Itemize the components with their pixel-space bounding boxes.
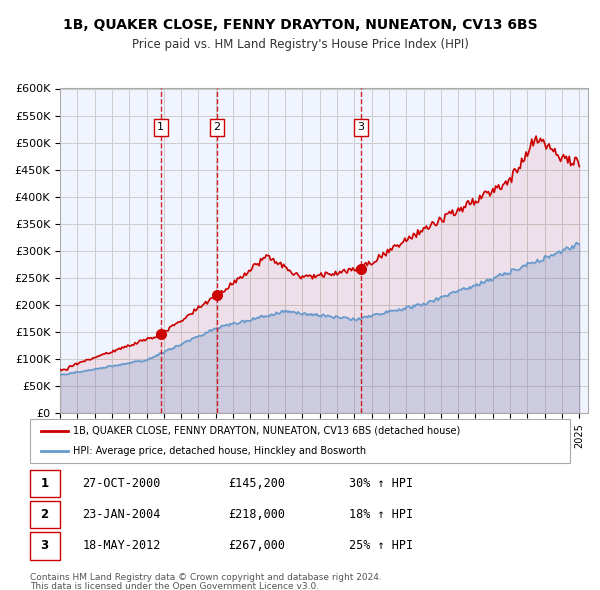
Text: 3: 3: [41, 539, 49, 552]
Text: 1: 1: [41, 477, 49, 490]
Text: 30% ↑ HPI: 30% ↑ HPI: [349, 477, 413, 490]
Text: 18% ↑ HPI: 18% ↑ HPI: [349, 508, 413, 522]
Text: Price paid vs. HM Land Registry's House Price Index (HPI): Price paid vs. HM Land Registry's House …: [131, 38, 469, 51]
Text: 1B, QUAKER CLOSE, FENNY DRAYTON, NUNEATON, CV13 6BS (detached house): 1B, QUAKER CLOSE, FENNY DRAYTON, NUNEATO…: [73, 426, 460, 436]
Text: 2: 2: [214, 123, 221, 132]
Text: HPI: Average price, detached house, Hinckley and Bosworth: HPI: Average price, detached house, Hinc…: [73, 446, 367, 456]
FancyBboxPatch shape: [30, 501, 60, 529]
Text: £145,200: £145,200: [228, 477, 286, 490]
Text: 1B, QUAKER CLOSE, FENNY DRAYTON, NUNEATON, CV13 6BS: 1B, QUAKER CLOSE, FENNY DRAYTON, NUNEATO…: [62, 18, 538, 32]
Text: 18-MAY-2012: 18-MAY-2012: [83, 539, 161, 552]
Text: 23-JAN-2004: 23-JAN-2004: [83, 508, 161, 522]
Text: £267,000: £267,000: [228, 539, 286, 552]
Text: 25% ↑ HPI: 25% ↑ HPI: [349, 539, 413, 552]
Text: Contains HM Land Registry data © Crown copyright and database right 2024.: Contains HM Land Registry data © Crown c…: [30, 573, 382, 582]
Text: This data is licensed under the Open Government Licence v3.0.: This data is licensed under the Open Gov…: [30, 582, 319, 590]
Text: 27-OCT-2000: 27-OCT-2000: [83, 477, 161, 490]
Text: 3: 3: [358, 123, 364, 132]
FancyBboxPatch shape: [30, 532, 60, 559]
Text: £218,000: £218,000: [228, 508, 286, 522]
Text: 2: 2: [41, 508, 49, 522]
FancyBboxPatch shape: [30, 419, 570, 463]
Text: 1: 1: [157, 123, 164, 132]
FancyBboxPatch shape: [30, 470, 60, 497]
